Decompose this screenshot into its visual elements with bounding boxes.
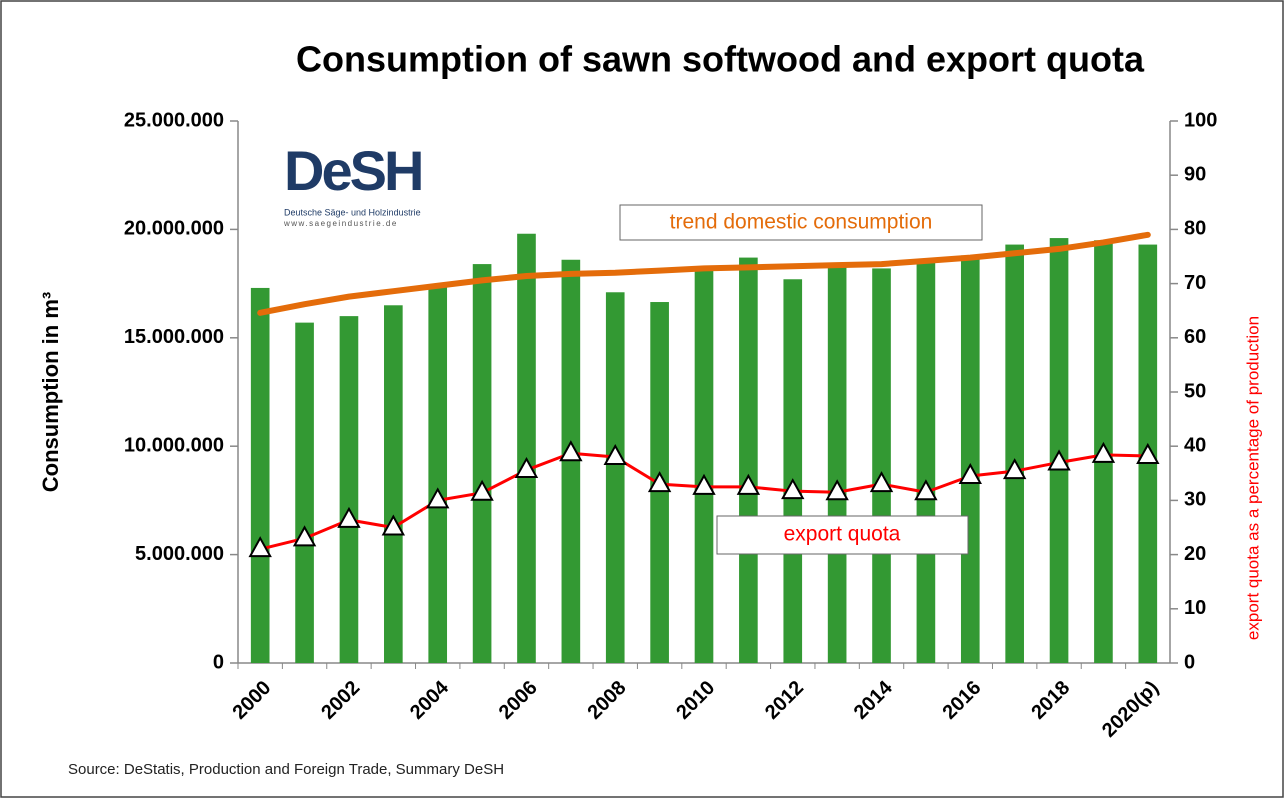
annotation: trend domestic consumption	[670, 211, 933, 234]
marker	[292, 525, 317, 547]
marker	[514, 456, 539, 479]
marker	[470, 479, 494, 501]
bar	[1005, 244, 1024, 664]
bar	[250, 287, 270, 663]
logo-name: DeSH	[284, 139, 421, 202]
bar	[472, 264, 492, 663]
bar	[872, 268, 891, 663]
y2-tick-label: 40	[1184, 434, 1206, 456]
bar	[428, 285, 448, 663]
annotations: trend domestic consumption export quota	[619, 204, 983, 555]
bar	[739, 257, 758, 663]
y-axis-label: Consumption in m³	[38, 292, 63, 492]
bar	[339, 316, 359, 663]
y2-tick-label: 80	[1184, 218, 1206, 240]
annotation: export quota	[784, 523, 901, 546]
bar	[827, 266, 847, 663]
marker	[647, 471, 672, 493]
y2-tick-label: 70	[1184, 272, 1206, 294]
marker	[825, 479, 849, 501]
plot: 0 5.000.000 10.000.000 15.000.000 20.000.000…	[124, 109, 1217, 742]
marker	[914, 479, 938, 501]
logo: DeSH Deutsche Säge- und Holzindustrie ww…	[283, 139, 424, 228]
y2-tick-label: 90	[1184, 163, 1206, 185]
annotation-box	[619, 204, 983, 241]
bar	[384, 305, 403, 663]
marker	[1091, 441, 1116, 463]
marker	[603, 443, 627, 466]
y2-axis-label: export quota as a percentage of producti…	[1243, 316, 1262, 640]
y2-tick-label: 0	[1184, 651, 1195, 673]
y2-tick-label: 50	[1184, 380, 1206, 402]
bar	[605, 292, 625, 663]
marker	[869, 471, 894, 493]
y-tick-label: 5.000.000	[135, 543, 224, 565]
marker	[692, 473, 716, 495]
y2-tick-label: 100	[1184, 109, 1217, 131]
y-tick-label: 10.000.000	[124, 434, 224, 456]
y-tick-label: 0	[213, 651, 224, 673]
chart-title: Consumption of sawn softwood and export …	[296, 39, 1145, 80]
marker	[1136, 442, 1160, 464]
marker	[381, 514, 406, 536]
logo-subtitle: Deutsche Säge- und Holzindustrie	[284, 207, 421, 217]
bar	[694, 268, 714, 663]
marker	[248, 536, 272, 558]
annotation-box	[716, 515, 969, 555]
marker	[1047, 449, 1071, 471]
bar	[783, 279, 803, 663]
bar	[960, 255, 980, 663]
y-tick-label: 20.000.000	[124, 218, 224, 240]
bar	[295, 322, 314, 663]
logo-url: www.saegeindustrie.de	[283, 219, 398, 228]
marker	[736, 473, 761, 495]
y-tick-label: 15.000.000	[124, 326, 224, 348]
marker	[337, 506, 361, 528]
bar	[517, 233, 536, 663]
y2-tick-label: 30	[1184, 489, 1206, 511]
marker	[559, 440, 583, 462]
line	[257, 231, 1151, 316]
marker	[426, 487, 450, 509]
bar	[561, 259, 581, 663]
bar	[916, 261, 936, 663]
y2-tick-label: 10	[1184, 597, 1206, 619]
marker	[781, 478, 805, 500]
y-tick-label: 25.000.000	[124, 109, 224, 131]
marker	[958, 462, 982, 485]
source: Source: DeStatis, Production and Foreign…	[68, 761, 504, 778]
y2-tick-label: 20	[1184, 543, 1206, 565]
marker	[1002, 458, 1027, 480]
y2-tick-label: 60	[1184, 326, 1206, 348]
